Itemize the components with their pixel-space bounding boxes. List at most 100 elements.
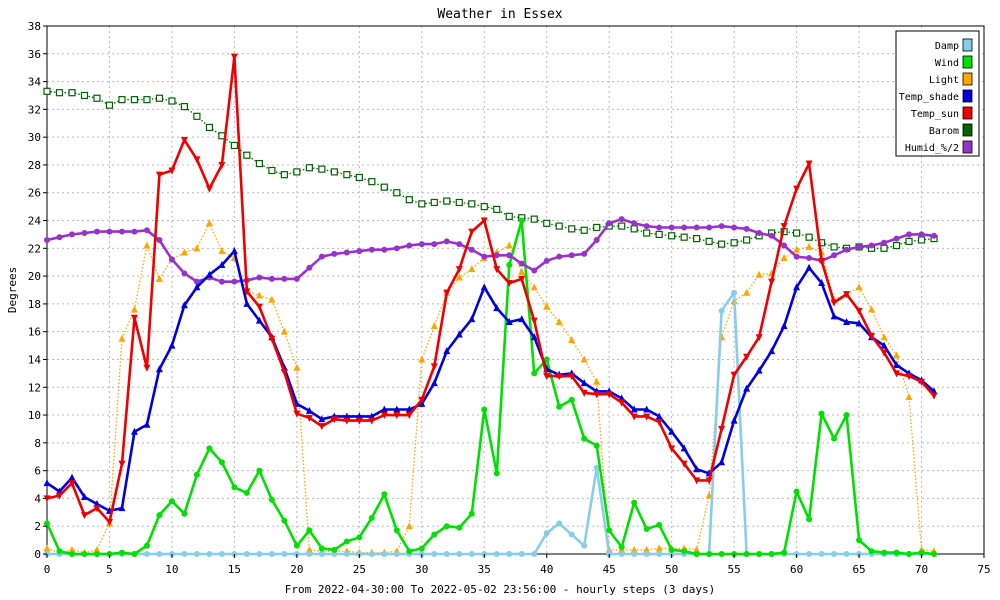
- humid-2-point: [643, 223, 650, 230]
- temp-sun-point: [555, 373, 563, 381]
- barom-point: [468, 200, 476, 208]
- barom-point: [830, 243, 838, 251]
- temp-sun-point: [455, 266, 463, 274]
- wind-point: [581, 435, 588, 442]
- barom-point: [880, 244, 888, 252]
- x-tick-label: 75: [977, 563, 990, 576]
- temp-sun-point: [568, 373, 576, 381]
- light-point: [905, 392, 913, 400]
- temp-shade-point: [380, 405, 388, 413]
- barom-point: [568, 225, 576, 233]
- humid-2-point: [268, 275, 275, 282]
- temp-shade-point: [880, 341, 888, 349]
- barom-point: [280, 171, 288, 179]
- barom-point: [480, 203, 488, 211]
- damp-point: [518, 551, 525, 557]
- wind-point: [456, 524, 463, 531]
- legend-label-temp-sun: Temp_sun: [911, 109, 959, 120]
- damp-point: [268, 551, 275, 557]
- temp-sun-point: [855, 307, 863, 315]
- wind-point: [293, 542, 300, 549]
- barom-point: [293, 168, 301, 176]
- light-point: [180, 248, 188, 256]
- temp-shade-point: [168, 341, 176, 349]
- light-point: [693, 545, 701, 553]
- light-point: [505, 241, 513, 249]
- light-point: [430, 322, 438, 330]
- damp-point: [281, 551, 288, 557]
- temp-sun-line: [46, 55, 935, 524]
- temp-shade-point: [793, 283, 801, 291]
- temp-shade-point: [430, 379, 438, 387]
- wind-point: [168, 498, 175, 505]
- temp-sun-point: [643, 413, 651, 421]
- humid-2-point: [656, 224, 663, 231]
- light-point: [255, 291, 263, 299]
- temp-shade-point: [530, 333, 538, 341]
- temp-shade-point: [43, 479, 51, 487]
- legend-label-damp: Damp: [935, 41, 959, 52]
- x-tick-label: 70: [915, 563, 928, 576]
- humid-2-point: [856, 243, 863, 250]
- barom-point: [143, 96, 151, 104]
- x-tick-label: 45: [603, 563, 616, 576]
- y-tick-label: 16: [28, 326, 41, 339]
- x-tick-label: 50: [665, 563, 678, 576]
- damp-point: [393, 551, 400, 557]
- barom-point: [130, 96, 139, 104]
- light-point: [855, 283, 863, 291]
- barom-point: [55, 89, 64, 97]
- temp-sun-point: [518, 275, 526, 283]
- wind-point: [218, 459, 225, 466]
- wind-point: [256, 467, 263, 474]
- wind-point: [606, 527, 613, 534]
- light-point: [555, 317, 563, 325]
- temp-shade-point: [643, 405, 651, 413]
- temp-shade-point: [655, 412, 663, 420]
- damp-point: [431, 551, 438, 557]
- temp-sun-point: [55, 492, 63, 500]
- damp-point: [381, 551, 388, 557]
- barom-point: [455, 198, 463, 207]
- wind-point: [931, 551, 938, 557]
- wind-point: [118, 549, 125, 556]
- wind-point: [381, 491, 388, 498]
- barom-point: [80, 91, 89, 100]
- wind-point: [906, 551, 913, 557]
- y-tick-label: 38: [28, 20, 41, 33]
- temp-sun-point: [830, 299, 838, 307]
- temp-sun-point: [530, 317, 538, 325]
- humid-2-point: [81, 230, 88, 237]
- legend-swatch-damp: [962, 38, 973, 52]
- light-point: [580, 355, 588, 363]
- damp-point: [593, 464, 600, 471]
- temp-sun-point: [818, 257, 826, 265]
- temp-shade-point: [805, 263, 813, 271]
- barom-point: [892, 241, 901, 250]
- humid-2-point: [93, 228, 100, 235]
- barom-point: [730, 239, 738, 247]
- barom-point: [618, 222, 626, 230]
- temp-shade-point: [155, 365, 163, 373]
- temp-sun-point: [368, 417, 376, 425]
- barom-point: [418, 200, 426, 208]
- humid-2-point: [793, 253, 800, 260]
- wind-point: [743, 551, 750, 557]
- barom-point: [230, 141, 238, 150]
- temp-shade-point: [855, 319, 863, 327]
- damp-point: [318, 551, 325, 557]
- y-tick-label: 0: [34, 548, 41, 561]
- temp-shade-point: [755, 366, 763, 374]
- legend-label-wind: Wind: [935, 58, 959, 69]
- temp-sun-point: [343, 417, 351, 425]
- wind-point: [493, 470, 500, 477]
- damp-point: [306, 551, 313, 557]
- temp-shade-point: [393, 405, 401, 413]
- light-point: [805, 242, 813, 250]
- humid-2-point: [418, 241, 425, 248]
- humid-2-point: [881, 239, 888, 246]
- temp-sun-point: [305, 414, 313, 422]
- legend-swatch-wind: [962, 55, 973, 69]
